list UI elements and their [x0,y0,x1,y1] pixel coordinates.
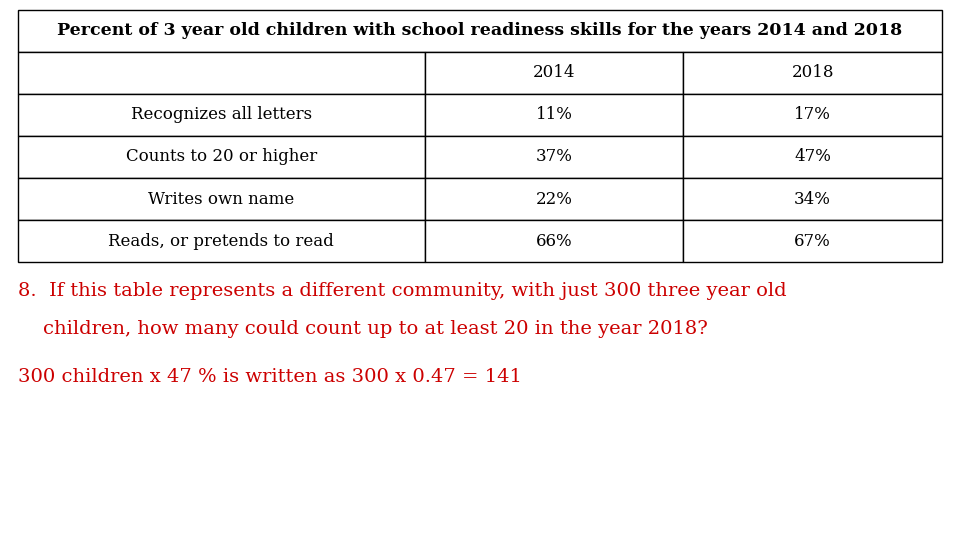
Bar [18,10,942,52]
Text: Counts to 20 or higher: Counts to 20 or higher [126,148,317,165]
Bar [424,94,684,136]
Bar [424,136,684,178]
Text: 34%: 34% [794,191,831,207]
Bar [18,94,424,136]
Bar [424,220,684,262]
Text: 47%: 47% [794,148,831,165]
Text: 8.  If this table represents a different community, with just 300 three year old: 8. If this table represents a different … [18,282,786,300]
Bar [684,178,942,220]
Bar [18,178,424,220]
Text: 17%: 17% [794,106,831,124]
Text: 22%: 22% [536,191,572,207]
Bar [18,52,424,94]
Bar [684,136,942,178]
Bar [18,220,424,262]
Text: children, how many could count up to at least 20 in the year 2018?: children, how many could count up to at … [18,320,708,338]
Text: Writes own name: Writes own name [148,191,295,207]
Bar [424,52,684,94]
Text: 2014: 2014 [533,64,575,82]
Bar [18,136,424,178]
Bar [684,94,942,136]
Text: Recognizes all letters: Recognizes all letters [131,106,312,124]
Text: 2018: 2018 [791,64,834,82]
Text: 11%: 11% [536,106,572,124]
Text: 300 children x 47 % is written as 300 x 0.47 = 141: 300 children x 47 % is written as 300 x … [18,368,522,386]
Text: 67%: 67% [794,233,831,249]
Bar [424,178,684,220]
Bar [684,220,942,262]
Text: Percent of 3 year old children with school readiness skills for the years 2014 a: Percent of 3 year old children with scho… [58,23,902,39]
Text: 66%: 66% [536,233,572,249]
Text: Reads, or pretends to read: Reads, or pretends to read [108,233,334,249]
Bar [684,52,942,94]
Text: 37%: 37% [536,148,572,165]
